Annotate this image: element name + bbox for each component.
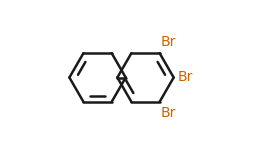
Text: Br: Br <box>161 106 176 120</box>
Text: Br: Br <box>161 35 176 49</box>
Text: Br: Br <box>177 71 193 84</box>
